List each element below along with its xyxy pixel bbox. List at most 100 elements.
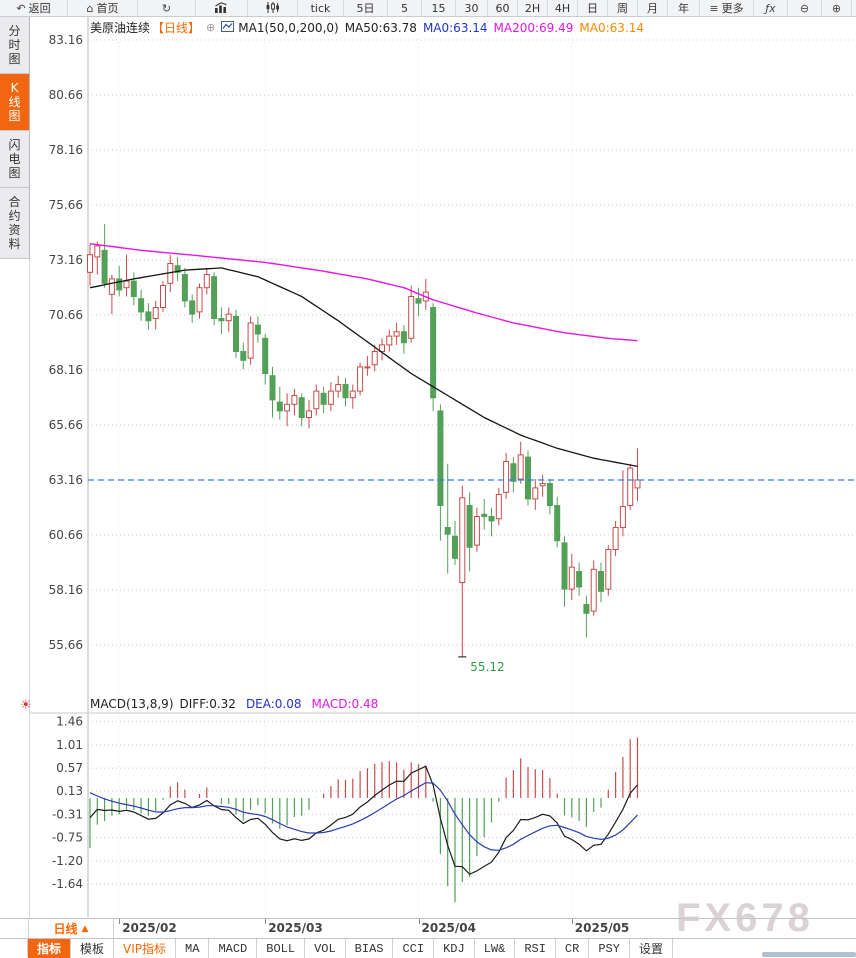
svg-text:58.16: 58.16 bbox=[49, 583, 83, 597]
zoom-out-icon: ⊖ bbox=[799, 1, 810, 15]
back-icon: ↶ bbox=[16, 1, 26, 15]
add-indicator-icon[interactable]: ⊕ bbox=[206, 21, 216, 34]
toolbar-button-period-60m[interactable]: 60 bbox=[488, 0, 518, 16]
macd-macd-value: MACD:0.48 bbox=[311, 697, 379, 711]
bar-chart-mode-icon bbox=[214, 1, 229, 15]
toolbar-button-bar-chart-mode[interactable] bbox=[196, 0, 248, 16]
toolbar-button-period-30m[interactable]: 30 bbox=[456, 0, 488, 16]
indicator-tab-boll[interactable]: BOLL bbox=[257, 939, 306, 958]
toolbar-button-back[interactable]: ↶ 返回 bbox=[0, 0, 68, 16]
toolbar-button-fx[interactable]: ƒx bbox=[754, 0, 788, 16]
indicator-tab-bias[interactable]: BIAS bbox=[346, 939, 394, 958]
zoom-in-icon: ⊕ bbox=[831, 1, 842, 15]
x-axis-tick bbox=[265, 919, 267, 924]
ma-summary: MA1(50,0,200,0) bbox=[238, 20, 339, 35]
toolbar-button-period-year[interactable]: 年 bbox=[668, 0, 700, 16]
x-axis-label: 2025/05 bbox=[574, 921, 630, 935]
indicator-tab-ma[interactable]: MA bbox=[176, 939, 210, 958]
refresh-icon: ↻ bbox=[161, 1, 172, 15]
left-gutter bbox=[0, 17, 30, 918]
period-up-arrow-icon: ▲ bbox=[81, 923, 89, 934]
toolbar-label: 4H bbox=[554, 1, 571, 15]
toolbar-button-period-4h[interactable]: 4H bbox=[548, 0, 578, 16]
toolbar-button-period-15m[interactable]: 15 bbox=[422, 0, 456, 16]
period-selector-label: 日线 bbox=[53, 922, 78, 936]
macd-legend: MACD(13,8,9) DIFF:0.32 DEA:0.08 MACD:0.4… bbox=[90, 697, 378, 711]
toolbar-button-period-tick[interactable]: tick bbox=[298, 0, 344, 16]
sidebar-tab-contract-info[interactable]: 合约资料 bbox=[0, 188, 30, 259]
toolbar-button-period-2h[interactable]: 2H bbox=[518, 0, 548, 16]
toolbar-label: 30 bbox=[464, 1, 479, 15]
indicator-tab-设置[interactable]: 设置 bbox=[630, 939, 673, 958]
toolbar-button-period-day[interactable]: 日 bbox=[578, 0, 608, 16]
svg-text:63.16: 63.16 bbox=[49, 473, 83, 487]
toolbar-button-refresh[interactable]: ↻ bbox=[138, 0, 196, 16]
period-selector-button[interactable]: 日线 ▲ bbox=[28, 919, 114, 938]
svg-text:-1.64: -1.64 bbox=[52, 877, 83, 891]
toolbar-button-zoom-out[interactable]: ⊖ bbox=[788, 0, 822, 16]
toolbar-button-zoom-in[interactable]: ⊕ bbox=[822, 0, 852, 16]
indicator-tab-kdj[interactable]: KDJ bbox=[434, 939, 475, 958]
svg-text:1.01: 1.01 bbox=[56, 738, 83, 752]
svg-text:-1.20: -1.20 bbox=[52, 854, 83, 868]
indicator-tab-cci[interactable]: CCI bbox=[393, 939, 435, 958]
indicator-tab-psy[interactable]: PSY bbox=[589, 939, 630, 958]
macd-diff-value: DIFF:0.32 bbox=[179, 697, 236, 711]
indicator-settings-icon[interactable]: ☀ bbox=[20, 698, 32, 713]
period-tag: 【日线】 bbox=[152, 21, 201, 35]
x-axis-tick bbox=[418, 919, 420, 924]
toolbar-label: 月 bbox=[647, 2, 658, 15]
toolbar-label: 5日 bbox=[356, 2, 375, 15]
svg-text:80.66: 80.66 bbox=[49, 88, 83, 102]
home-icon: ⌂ bbox=[86, 1, 94, 15]
sidebar-tab-lightning-chart[interactable]: 闪电图 bbox=[0, 131, 30, 188]
toolbar-button-more[interactable]: ≡ 更多 bbox=[700, 0, 754, 16]
horizontal-scrollbar[interactable] bbox=[762, 952, 856, 957]
toolbar-label: 15 bbox=[431, 1, 446, 15]
x-axis-label: 2025/04 bbox=[421, 921, 476, 935]
indicator-tab-模板[interactable]: 模板 bbox=[71, 939, 115, 958]
indicator-tab-rsi[interactable]: RSI bbox=[515, 939, 556, 958]
x-axis-tick bbox=[119, 919, 121, 924]
indicator-tab-lw&[interactable]: LW& bbox=[475, 939, 516, 958]
toolbar-button-period-5d[interactable]: 5日 bbox=[344, 0, 388, 16]
sidebar-tab-time-chart[interactable]: 分时图 bbox=[0, 17, 30, 74]
toolbar-label: 60 bbox=[495, 1, 510, 15]
svg-text:83.16: 83.16 bbox=[49, 33, 83, 47]
toolbar-label: 更多 bbox=[721, 2, 744, 15]
toolbar-label: tick bbox=[310, 1, 331, 15]
ma200-value: MA200:69.49 bbox=[493, 20, 574, 35]
bottom-gutter bbox=[0, 939, 28, 957]
toolbar-button-period-5m[interactable]: 5 bbox=[388, 0, 422, 16]
macd-dea-value: DEA:0.08 bbox=[245, 697, 302, 711]
chart-legend: 美原油连续 【日线】 ⊕ MA1(50,0,200,0) MA50:63.78 … bbox=[90, 19, 644, 36]
svg-text:73.16: 73.16 bbox=[49, 253, 83, 267]
indicator-tab-指标[interactable]: 指标 bbox=[28, 939, 72, 958]
svg-text:-0.31: -0.31 bbox=[52, 807, 83, 821]
toolbar-label: 周 bbox=[617, 2, 628, 15]
svg-text:0.13: 0.13 bbox=[56, 784, 83, 798]
toolbar-button-period-month[interactable]: 月 bbox=[638, 0, 668, 16]
toolbar-button-home[interactable]: ⌂ 首页 bbox=[68, 0, 138, 16]
macd-title: MACD(13,8,9) bbox=[90, 697, 174, 711]
toolbar-button-candle-mode[interactable] bbox=[248, 0, 298, 16]
svg-text:1.46: 1.46 bbox=[56, 714, 83, 728]
svg-text:70.66: 70.66 bbox=[49, 308, 83, 322]
indicator-tab-macd[interactable]: MACD bbox=[209, 939, 258, 958]
symbol-name: 美原油连续 bbox=[90, 21, 151, 35]
x-axis-label: 2025/02 bbox=[122, 921, 177, 935]
toolbar-button-period-week[interactable]: 周 bbox=[608, 0, 638, 16]
toolbar-label: 5 bbox=[401, 1, 408, 15]
svg-text:68.16: 68.16 bbox=[49, 363, 83, 377]
indicator-toolbar: 指标 模板 VIP指标 MA MACD BOLL VOL BIAS CCI KDJ LW& RSI CR… bbox=[0, 938, 856, 958]
svg-text:65.66: 65.66 bbox=[49, 418, 83, 432]
indicator-tab-vip指标[interactable]: VIP指标 bbox=[114, 939, 177, 958]
toolbar-label: 日 bbox=[587, 2, 598, 15]
indicator-tab-vol[interactable]: VOL bbox=[305, 939, 346, 958]
indicator-tab-cr[interactable]: CR bbox=[556, 939, 590, 958]
svg-text:55.66: 55.66 bbox=[49, 638, 83, 652]
svg-text:-0.75: -0.75 bbox=[52, 830, 83, 844]
